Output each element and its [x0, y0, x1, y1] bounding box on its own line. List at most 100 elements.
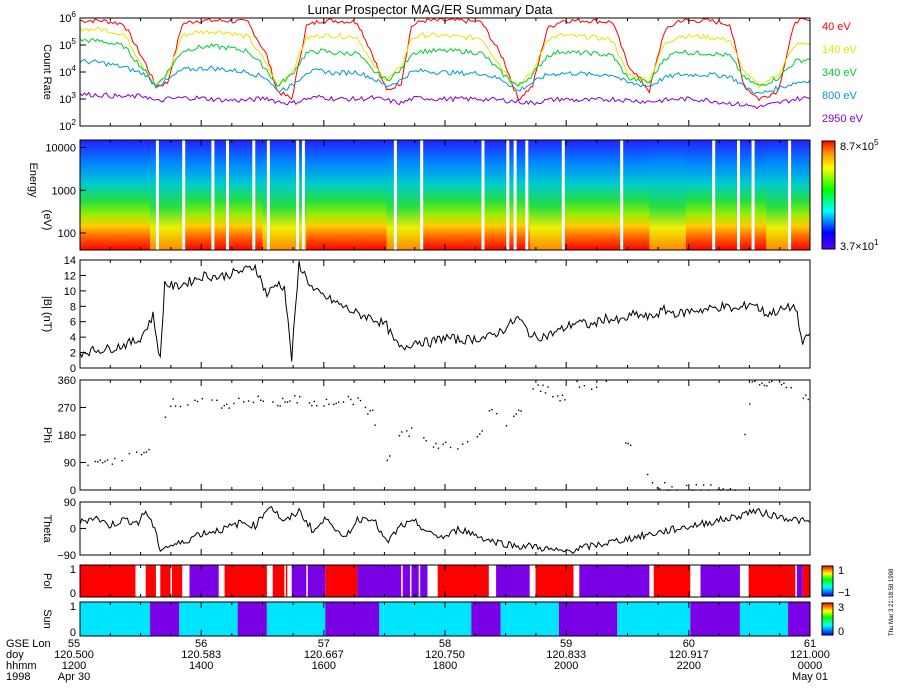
- field-phi-point: [316, 405, 318, 407]
- polarity-gap: [269, 565, 272, 597]
- field-phi-point: [174, 405, 177, 407]
- field-theta-ytick-label: −90: [57, 550, 76, 562]
- x-axis-row-label: doy: [6, 649, 24, 661]
- field-phi-point: [216, 399, 218, 401]
- polarity-panel: 0 1 Pol 1 −1: [41, 564, 851, 600]
- field-phi-point: [710, 484, 712, 486]
- polarity-interval: [357, 565, 428, 597]
- field-magnitude-ytick-label: 6: [70, 317, 76, 329]
- field-phi-ylabel: Phi: [41, 427, 53, 443]
- field-theta-ytick-label: 90: [64, 497, 76, 509]
- field-phi-point: [410, 427, 413, 429]
- field-phi-point: [807, 398, 809, 401]
- field-phi-point: [729, 488, 732, 490]
- field-phi-point: [513, 415, 515, 417]
- field-magnitude-panel: 0 2 4 6 8 10 12 14 |B| (nT): [41, 255, 811, 375]
- field-phi-point: [194, 399, 196, 402]
- field-phi-point: [578, 386, 581, 388]
- field-phi-point: [532, 388, 534, 390]
- field-phi-point: [561, 394, 564, 396]
- field-phi-point: [143, 451, 145, 454]
- polarity-interval: [437, 565, 489, 597]
- field-magnitude-line: [79, 260, 811, 362]
- polarity-interval: [653, 565, 691, 597]
- field-phi-point: [296, 402, 298, 404]
- count-rate-ytick-label: 105: [59, 37, 76, 52]
- field-phi-ytick-label: 0: [70, 485, 76, 497]
- field-phi-point: [656, 487, 659, 489]
- field-phi-point: [766, 385, 768, 387]
- x-axis-row-label: hhmm: [6, 660, 37, 672]
- field-phi-point: [802, 397, 805, 400]
- field-phi-point: [449, 446, 452, 449]
- field-phi-point: [104, 460, 106, 463]
- field-phi-point: [408, 435, 410, 437]
- field-phi-point: [374, 424, 376, 426]
- field-phi-point: [170, 405, 172, 408]
- spectrogram-data-gap: [211, 140, 215, 250]
- sunlight-interval: [739, 602, 789, 636]
- spectrogram-sunlit-block: [561, 140, 650, 250]
- field-theta-ytick-label: 0: [70, 524, 76, 536]
- field-phi-point: [211, 399, 213, 401]
- spectrogram-data-gap: [182, 140, 186, 250]
- x-axis-lon-label: 60: [683, 638, 695, 650]
- field-phi-point: [243, 401, 245, 403]
- field-phi-point: [347, 395, 350, 398]
- x-axis-doy-label: 120.500: [54, 649, 94, 661]
- field-phi-point: [97, 461, 99, 463]
- field-phi-point: [94, 460, 96, 463]
- polarity-colorbar-min: −1: [838, 587, 851, 599]
- sunlight-interval: [690, 602, 740, 636]
- polarity-gap: [284, 565, 286, 597]
- field-phi-point: [337, 401, 340, 403]
- sunlight-panel: 0 1 Sun 3 0: [41, 601, 844, 639]
- field-phi-point: [350, 398, 352, 401]
- field-phi-point: [423, 437, 425, 439]
- spectrogram-ytick-label: 100: [58, 228, 76, 240]
- spectrogram-sunlit-block: [423, 140, 530, 250]
- field-phi-point: [187, 404, 189, 406]
- field-phi-point: [488, 409, 491, 412]
- field-phi-point: [111, 463, 114, 465]
- x-axis-date-label: Apr 30: [58, 671, 90, 683]
- field-phi-point: [539, 390, 542, 392]
- field-phi-point: [559, 400, 561, 402]
- field-phi-point: [114, 457, 116, 460]
- field-phi-panel: 0 90 180 270 360 Phi: [41, 375, 811, 497]
- x-axis-hhmm-label: 2200: [677, 660, 701, 672]
- field-phi-point: [466, 441, 469, 443]
- field-phi-point: [768, 381, 771, 383]
- field-phi-point: [505, 425, 508, 427]
- field-theta-frame: [79, 501, 811, 556]
- field-phi-point: [595, 386, 598, 388]
- field-phi-point: [749, 403, 751, 405]
- field-phi-point: [722, 488, 724, 490]
- field-phi-point: [289, 400, 291, 402]
- count-rate-panel: 40 eV 140 eV 340 eV 800 eV 2950 eV 102 103 104 1…: [41, 10, 864, 133]
- count-rate-legend: 800 eV: [822, 90, 858, 102]
- field-phi-point: [233, 402, 235, 405]
- field-phi-point: [389, 455, 391, 457]
- field-phi-point: [785, 386, 788, 389]
- field-phi-point: [101, 462, 104, 464]
- count-rate-line: [79, 58, 811, 95]
- field-theta-line: [79, 505, 811, 554]
- spectrogram-data-gap: [751, 140, 755, 250]
- field-phi-point: [564, 399, 566, 401]
- field-phi-point: [333, 403, 335, 406]
- spectrogram-data-gap: [155, 140, 159, 250]
- sunlight-interval: [558, 602, 618, 636]
- field-phi-point: [140, 453, 143, 456]
- spectrogram-sunlit-block: [788, 140, 810, 250]
- field-phi-point: [751, 381, 753, 383]
- field-phi-point: [758, 384, 761, 386]
- field-phi-point: [135, 451, 138, 453]
- sunlight-ytick-label: 1: [70, 601, 76, 613]
- polarity-interval: [291, 565, 326, 597]
- polarity-interval: [535, 565, 574, 597]
- spectrogram-data-gap: [252, 140, 256, 250]
- x-axis-row-label: 1998: [6, 671, 30, 683]
